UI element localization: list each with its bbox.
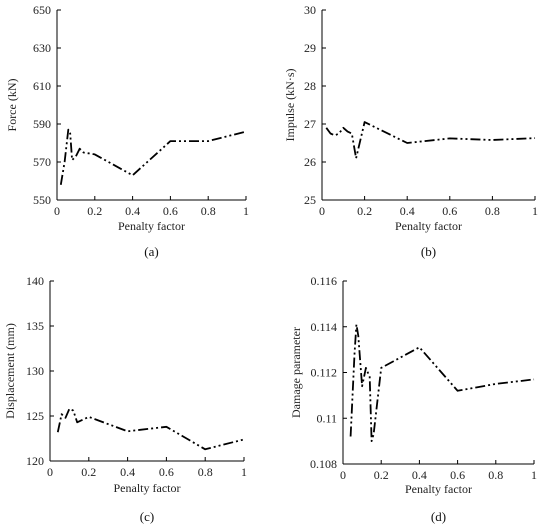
x-tick-label: 0 bbox=[47, 465, 53, 479]
y-tick-label: 140 bbox=[26, 274, 44, 288]
x-tick-label: 0.4 bbox=[125, 204, 140, 218]
x-tick-label: 0.8 bbox=[488, 468, 503, 482]
series-line bbox=[349, 323, 535, 443]
y-tick-label: 610 bbox=[33, 79, 51, 93]
y-tick-label: 25 bbox=[304, 193, 316, 207]
x-axis-title: Penalty factor bbox=[118, 219, 185, 233]
x-tick-label: 0.6 bbox=[442, 204, 457, 218]
y-tick-label: 550 bbox=[33, 193, 51, 207]
x-tick-label: 0 bbox=[340, 468, 346, 482]
chart-panel: 550 570 590 610 630 650 0 0.2 0.4 0.6 0.8 1 Penalty … bbox=[5, 3, 249, 259]
y-tick-label: 0.116 bbox=[310, 274, 337, 288]
y-tick-label: 130 bbox=[26, 364, 44, 378]
y-tick-label: 26 bbox=[304, 155, 316, 169]
x-tick-label: 0.2 bbox=[87, 204, 102, 218]
y-tick-label: 28 bbox=[304, 79, 316, 93]
y-axis-title: Displacement (mm) bbox=[3, 323, 17, 419]
x-axis-title: Penalty factor bbox=[114, 481, 181, 495]
y-tick-label: 650 bbox=[33, 3, 51, 17]
x-tick-label: 0.6 bbox=[159, 465, 174, 479]
y-tick-label: 27 bbox=[304, 117, 316, 131]
panel-label: (a) bbox=[144, 244, 158, 259]
series-line bbox=[325, 121, 536, 160]
panel-label: (d) bbox=[431, 509, 446, 524]
x-tick-label: 0.6 bbox=[163, 204, 178, 218]
x-tick-label: 0.2 bbox=[374, 468, 389, 482]
x-axis-title: Penalty factor bbox=[395, 219, 462, 233]
x-tick-label: 1 bbox=[243, 204, 249, 218]
y-tick-label: 0.11 bbox=[316, 411, 337, 425]
y-tick-label: 135 bbox=[26, 319, 44, 333]
series-line bbox=[56, 407, 245, 451]
chart-panel: 0.108 0.11 0.112 0.114 0.116 0 0.2 0.4 0.6 0.8 1 Pe… bbox=[289, 274, 537, 524]
y-tick-label: 590 bbox=[33, 117, 51, 131]
y-tick-label: 0.112 bbox=[310, 366, 337, 380]
x-tick-label: 1 bbox=[532, 204, 538, 218]
x-tick-label: 0.4 bbox=[412, 468, 427, 482]
x-tick-label: 0.4 bbox=[120, 465, 135, 479]
x-tick-label: 0.6 bbox=[450, 468, 465, 482]
y-axis-title: Impulse (kN·s) bbox=[283, 69, 297, 142]
x-tick-label: 1 bbox=[531, 468, 537, 482]
x-tick-label: 0 bbox=[319, 204, 325, 218]
x-tick-label: 0 bbox=[54, 204, 60, 218]
y-tick-label: 630 bbox=[33, 41, 51, 55]
y-tick-label: 29 bbox=[304, 41, 316, 55]
y-axis-title: Force (kN) bbox=[5, 79, 19, 132]
chart-panel: 120 125 130 135 140 0 0.2 0.4 0.6 0.8 1 Penalty fac… bbox=[3, 274, 247, 524]
panel-label: (b) bbox=[421, 244, 436, 259]
y-tick-label: 120 bbox=[26, 454, 44, 468]
x-tick-label: 0.8 bbox=[485, 204, 500, 218]
chart-panel: 25 26 27 28 29 30 0 0.2 0.4 0.6 0.8 1 Penalty factor… bbox=[283, 3, 538, 259]
x-tick-label: 0.2 bbox=[81, 465, 96, 479]
x-tick-label: 0.2 bbox=[357, 204, 372, 218]
y-tick-label: 570 bbox=[33, 155, 51, 169]
x-tick-label: 1 bbox=[241, 465, 247, 479]
x-axis-title: Penalty factor bbox=[405, 482, 472, 496]
x-tick-label: 0.8 bbox=[201, 204, 216, 218]
x-tick-label: 0.8 bbox=[198, 465, 213, 479]
y-axis-title: Damage parameter bbox=[289, 327, 303, 418]
x-tick-label: 0.4 bbox=[400, 204, 415, 218]
y-tick-label: 0.114 bbox=[310, 320, 337, 334]
series-line bbox=[59, 128, 247, 185]
y-tick-label: 125 bbox=[26, 409, 44, 423]
panel-label: (c) bbox=[140, 509, 154, 524]
y-tick-label: 30 bbox=[304, 3, 316, 17]
y-tick-label: 0.108 bbox=[310, 457, 337, 471]
